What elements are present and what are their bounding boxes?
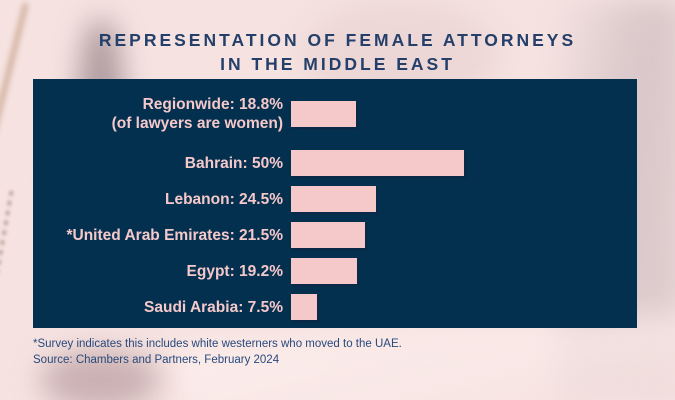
- bar-label: Lebanon: 24.5%: [33, 190, 283, 209]
- bar-label: Egypt: 19.2%: [33, 262, 283, 281]
- bar-row: Egypt: 19.2%: [33, 258, 637, 284]
- bar-row: Saudi Arabia: 7.5%: [33, 294, 637, 320]
- notebook-spiral-blur: [0, 190, 14, 300]
- chart-title-line1: REPRESENTATION OF FEMALE ATTORNEYS: [98, 30, 577, 50]
- bar-label: *United Arab Emirates: 21.5%: [33, 226, 283, 245]
- footnote: *Survey indicates this includes white we…: [33, 336, 593, 368]
- bar-label-main: Regionwide: 18.8%: [142, 96, 283, 113]
- bar-label-main: Lebanon: 24.5%: [165, 190, 283, 208]
- bar-row: Bahrain: 50%: [33, 150, 637, 176]
- chart-title: REPRESENTATION OF FEMALE ATTORNEYS IN TH…: [0, 28, 675, 76]
- bar-label-main: Saudi Arabia: 7.5%: [144, 298, 283, 316]
- bar-label: Bahrain: 50%: [33, 154, 283, 173]
- bar-label: Saudi Arabia: 7.5%: [33, 298, 283, 317]
- bar: [291, 186, 376, 212]
- bar-label-main: *United Arab Emirates: 21.5%: [66, 226, 283, 244]
- bar-row: Lebanon: 24.5%: [33, 186, 637, 212]
- bar: [291, 101, 356, 127]
- bar: [291, 294, 317, 320]
- bar-row: Regionwide: 18.8% (of lawyers are women): [33, 96, 637, 132]
- bar-row: *United Arab Emirates: 21.5%: [33, 222, 637, 248]
- chart-title-line2: IN THE MIDDLE EAST: [220, 54, 455, 74]
- bar: [291, 222, 365, 248]
- bar: [291, 258, 357, 284]
- footnote-source: Source: Chambers and Partners, February …: [33, 354, 280, 366]
- bar-label-sub: (of lawyers are women): [111, 115, 283, 132]
- footnote-survey-note: *Survey indicates this includes white we…: [33, 338, 402, 350]
- bar-label: Regionwide: 18.8% (of lawyers are women): [33, 95, 283, 133]
- bar-label-main: Egypt: 19.2%: [186, 262, 283, 280]
- bar: [291, 150, 464, 176]
- bar-label-main: Bahrain: 50%: [184, 154, 283, 172]
- chart-panel: Regionwide: 18.8% (of lawyers are women)…: [33, 79, 637, 328]
